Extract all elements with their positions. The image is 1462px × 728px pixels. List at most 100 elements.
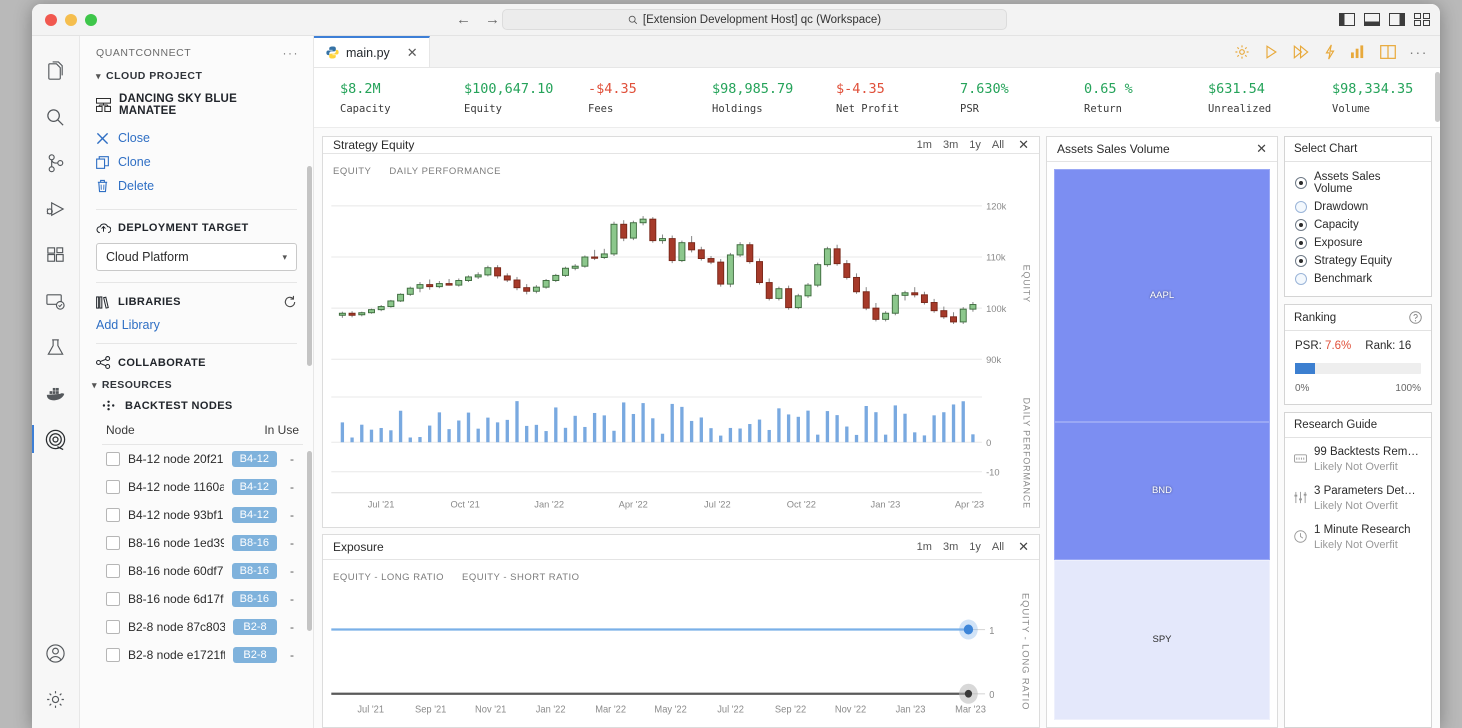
table-row[interactable]: B8-16 node 60df7... B8-16- [102,557,303,585]
bar-chart-icon[interactable] [1350,44,1367,59]
radio-button[interactable] [1295,255,1307,267]
radio-button[interactable] [1295,177,1307,189]
range-1y[interactable]: 1y [969,139,981,151]
clone-project-button[interactable]: Clone [80,150,313,174]
radio-button[interactable] [1295,237,1307,249]
radio-button[interactable] [1295,273,1307,285]
tab-close-icon[interactable]: ✕ [406,44,418,60]
gear-icon[interactable] [1234,44,1250,60]
project-name-row[interactable]: DANCING SKY BLUE MANATEE [80,86,313,126]
legend-equity[interactable]: EQUITY [333,166,372,177]
chart-option-strategy-equity[interactable]: Strategy Equity [1285,252,1431,270]
chart-option-exposure[interactable]: Exposure [1285,234,1431,252]
close-panel-icon[interactable]: ✕ [1256,141,1267,156]
node-checkbox[interactable] [106,648,120,662]
more-actions-icon[interactable]: ··· [1409,43,1428,60]
lightning-icon[interactable] [1323,44,1337,60]
research-guide-item[interactable]: 99 Backtests Remai... Likely Not Overfit [1285,438,1431,477]
sidebar-more-icon[interactable]: ··· [282,46,299,60]
explorer-icon[interactable] [32,48,80,94]
table-row[interactable]: B2-8 node e1721ff3 B2-8- [102,641,303,669]
table-row[interactable]: B8-16 node 6d17f... B8-16- [102,585,303,613]
svg-text:Jul '21: Jul '21 [357,704,384,715]
table-row[interactable]: B8-16 node 1ed39... B8-16- [102,529,303,557]
node-checkbox[interactable] [106,592,120,606]
maximize-window-button[interactable] [85,13,97,26]
arrow-left-icon[interactable]: ← [456,11,471,28]
stats-scrollbar[interactable] [1435,72,1440,122]
remote-explorer-icon[interactable] [32,278,80,324]
node-checkbox[interactable] [106,536,120,550]
question-circle-icon[interactable] [1409,311,1422,324]
node-in-use: - [290,452,294,466]
table-row[interactable]: B2-8 node 87c803d2 B2-8- [102,613,303,641]
settings-gear-icon[interactable] [32,676,80,722]
treemap-cell-spy[interactable]: SPY [1054,559,1270,720]
research-guide-item[interactable]: 1 Minute Research Likely Not Overfit [1285,516,1431,555]
account-icon[interactable] [32,630,80,676]
range-all[interactable]: All [991,139,1005,151]
treemap-cell-bnd[interactable]: BND [1054,421,1270,560]
command-center-search[interactable]: [Extension Development Host] qc (Workspa… [502,9,1007,30]
layout-grid-icon[interactable] [1414,13,1430,26]
chart-option-capacity[interactable]: Capacity [1285,216,1431,234]
node-checkbox[interactable] [106,508,120,522]
close-panel-icon[interactable]: ✕ [1018,137,1029,152]
delete-project-button[interactable]: Delete [80,174,313,198]
section-cloud-project[interactable]: ▾ CLOUD PROJECT [80,66,313,86]
research-guide-item[interactable]: 3 Parameters Detec... Likely Not Overfit [1285,477,1431,516]
range-3m[interactable]: 3m [942,139,959,151]
deployment-target-select[interactable]: Cloud Platform ▾ [96,243,297,271]
legend-short-ratio[interactable]: EQUITY - SHORT RATIO [462,572,580,583]
node-checkbox[interactable] [106,452,120,466]
range-1m[interactable]: 1m [916,139,932,151]
minimize-window-button[interactable] [65,13,77,26]
treemap-cell-label: SPY [1152,634,1172,646]
panel-bottom-icon[interactable] [1364,13,1380,26]
run-debug-icon[interactable] [32,186,80,232]
panel-left-icon[interactable] [1339,13,1355,26]
close-project-button[interactable]: Close [80,126,313,150]
treemap-cell-aapl[interactable]: AAPL [1054,169,1270,422]
radio-button[interactable] [1295,219,1307,231]
node-checkbox[interactable] [106,564,120,578]
sidebar-scrollbar-lower[interactable] [307,451,312,631]
legend-daily-performance[interactable]: DAILY PERFORMANCE [389,166,501,177]
range-1m[interactable]: 1m [916,541,932,553]
close-window-button[interactable] [45,13,57,26]
split-editor-icon[interactable] [1380,44,1397,59]
radio-button[interactable] [1295,201,1307,213]
chevron-down-icon: ▾ [96,70,102,81]
extensions-icon[interactable] [32,232,80,278]
table-row[interactable]: B4-12 node 20f21... B4-12- [102,445,303,473]
chart-option-drawdown[interactable]: Drawdown [1285,198,1431,216]
testing-flask-icon[interactable] [32,324,80,370]
arrow-right-icon[interactable]: → [485,11,500,28]
docker-icon[interactable] [32,370,80,416]
window-controls[interactable] [32,13,97,26]
range-1y[interactable]: 1y [969,541,981,553]
table-row[interactable]: B4-12 node 1160a... B4-12- [102,473,303,501]
play-icon[interactable] [1263,44,1279,60]
chart-option-assets-sales-volume[interactable]: Assets Sales Volume [1285,168,1431,198]
chart-option-benchmark[interactable]: Benchmark [1285,270,1431,288]
source-control-icon[interactable] [32,140,80,186]
node-checkbox[interactable] [106,620,120,634]
panel-right-icon[interactable] [1389,13,1405,26]
tab-main-py[interactable]: main.py ✕ [314,36,430,67]
refresh-icon[interactable] [283,295,297,309]
quantconnect-icon[interactable] [32,416,80,462]
close-panel-icon[interactable]: ✕ [1018,539,1029,554]
layout-controls[interactable] [1339,13,1430,26]
fast-forward-icon[interactable] [1292,44,1310,60]
node-checkbox[interactable] [106,480,120,494]
table-row[interactable]: B4-12 node 93bf1... B4-12- [102,501,303,529]
add-library-button[interactable]: Add Library [96,318,160,332]
navigation-arrows[interactable]: ← → [456,11,500,28]
range-3m[interactable]: 3m [942,541,959,553]
range-all[interactable]: All [991,541,1005,553]
search-icon[interactable] [32,94,80,140]
section-resources[interactable]: ▾ RESOURCES [80,376,313,394]
legend-long-ratio[interactable]: EQUITY - LONG RATIO [333,572,445,583]
sidebar-scrollbar-upper[interactable] [307,166,312,366]
